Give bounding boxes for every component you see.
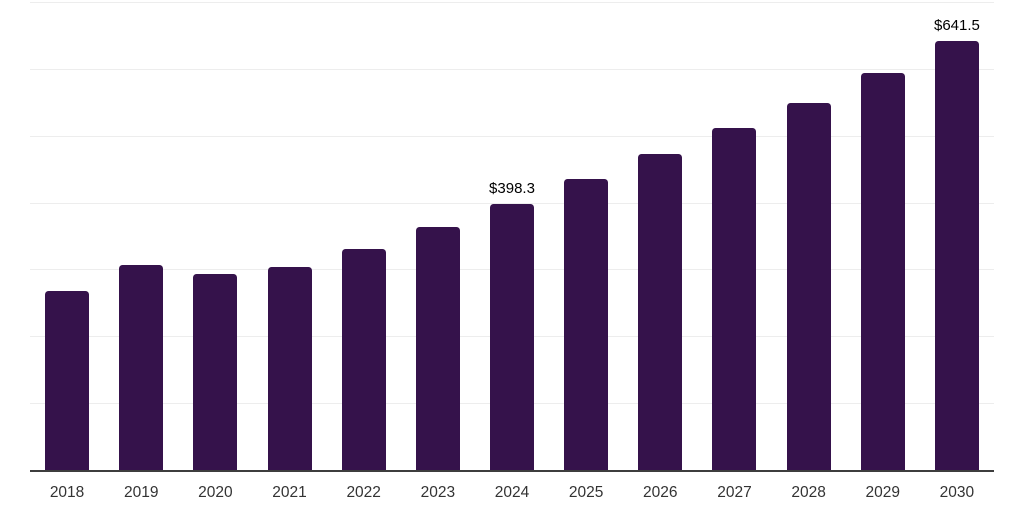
- bar-2026: [638, 153, 683, 470]
- bar-2020: [193, 273, 238, 470]
- bar-2029: [860, 72, 905, 470]
- x-tick-2023: 2023: [420, 484, 456, 501]
- x-tick-2020: 2020: [198, 484, 233, 501]
- x-tick-2018: 2018: [49, 484, 85, 501]
- bar-2019: [119, 265, 164, 470]
- bar-2025: [564, 178, 609, 470]
- bar-2027: [712, 128, 757, 470]
- x-tick-2028: 2028: [791, 484, 826, 501]
- data-label-2024: $398.3: [489, 179, 535, 197]
- x-tick-2025: 2025: [568, 484, 604, 501]
- bar-2018: [45, 290, 90, 470]
- gridline-700: [30, 2, 994, 3]
- gridline-600: [30, 68, 994, 70]
- gridline-400: [30, 202, 994, 204]
- x-tick-2030: 2030: [939, 484, 975, 501]
- bar-2030: [934, 41, 979, 470]
- data-label-2030: $641.5: [933, 17, 980, 35]
- x-tick-2026: 2026: [643, 484, 678, 501]
- bar-2024: [490, 203, 534, 470]
- x-tick-2022: 2022: [346, 484, 381, 501]
- x-tick-2029: 2029: [865, 484, 900, 501]
- bar-2022: [341, 248, 386, 470]
- bar-2023: [415, 226, 460, 470]
- plot-area: $398.3 $641.5: [30, 2, 994, 470]
- x-tick-2021: 2021: [272, 484, 307, 501]
- x-tick-2019: 2019: [123, 484, 159, 501]
- x-tick-2024: 2024: [494, 484, 530, 501]
- gridline-500: [30, 135, 994, 137]
- bar-2028: [786, 102, 831, 470]
- x-tick-2027: 2027: [717, 484, 752, 501]
- bar-2021: [267, 266, 312, 470]
- x-axis-line: [30, 470, 994, 472]
